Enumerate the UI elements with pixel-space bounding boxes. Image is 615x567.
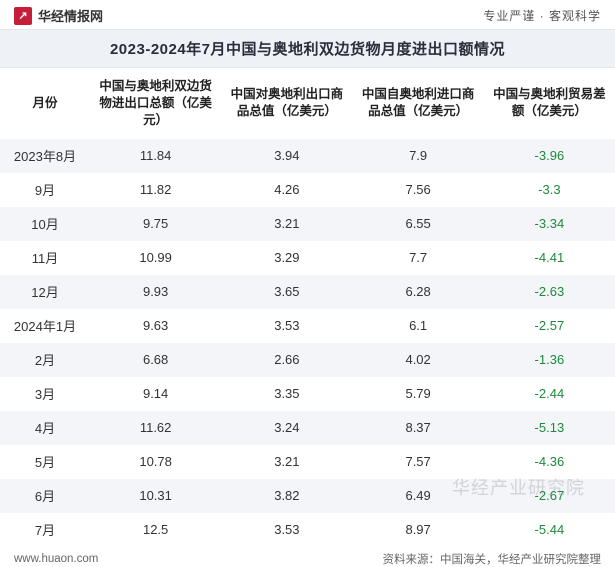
- table-body: 2023年8月11.843.947.9-3.969月11.824.267.56-…: [0, 139, 615, 547]
- cell-balance: -1.36: [484, 343, 615, 377]
- site-tagline: 专业严谨 · 客观科学: [483, 7, 601, 24]
- cell-balance: -2.63: [484, 275, 615, 309]
- cell-import: 6.1: [353, 309, 484, 343]
- cell-export: 3.29: [221, 241, 352, 275]
- cell-balance: -3.3: [484, 173, 615, 207]
- cell-import: 8.97: [353, 513, 484, 547]
- cell-total: 11.82: [90, 173, 221, 207]
- cell-month: 7月: [0, 513, 90, 547]
- cell-import: 6.55: [353, 207, 484, 241]
- site-name: 华经情报网: [38, 6, 103, 25]
- site-header: ↗ 华经情报网 专业严谨 · 客观科学: [0, 0, 615, 29]
- cell-export: 3.82: [221, 479, 352, 513]
- page-title: 2023-2024年7月中国与奥地利双边货物月度进出口额情况: [0, 29, 615, 68]
- data-table: 月份 中国与奥地利双边货物进出口总额（亿美元） 中国对奥地利出口商品总值（亿美元…: [0, 68, 615, 547]
- cell-balance: -5.44: [484, 513, 615, 547]
- cell-import: 6.28: [353, 275, 484, 309]
- cell-import: 4.02: [353, 343, 484, 377]
- cell-month: 2月: [0, 343, 90, 377]
- col-export: 中国对奥地利出口商品总值（亿美元）: [221, 68, 352, 139]
- cell-balance: -2.44: [484, 377, 615, 411]
- table-row: 2月6.682.664.02-1.36: [0, 343, 615, 377]
- col-balance: 中国与奥地利贸易差额（亿美元）: [484, 68, 615, 139]
- cell-month: 2024年1月: [0, 309, 90, 343]
- table-row: 2023年8月11.843.947.9-3.96: [0, 139, 615, 173]
- cell-month: 11月: [0, 241, 90, 275]
- cell-import: 5.79: [353, 377, 484, 411]
- cell-export: 3.65: [221, 275, 352, 309]
- table-head: 月份 中国与奥地利双边货物进出口总额（亿美元） 中国对奥地利出口商品总值（亿美元…: [0, 68, 615, 139]
- footer-url: www.huaon.com: [14, 553, 98, 565]
- table-row: 7月12.53.538.97-5.44: [0, 513, 615, 547]
- footer: www.huaon.com 资料来源：中国海关，华经产业研究院整理: [0, 547, 615, 567]
- cell-total: 6.68: [90, 343, 221, 377]
- cell-balance: -2.57: [484, 309, 615, 343]
- cell-export: 2.66: [221, 343, 352, 377]
- col-import: 中国自奥地利进口商品总值（亿美元）: [353, 68, 484, 139]
- table-row: 4月11.623.248.37-5.13: [0, 411, 615, 445]
- cell-total: 10.78: [90, 445, 221, 479]
- table-row: 3月9.143.355.79-2.44: [0, 377, 615, 411]
- cell-total: 11.84: [90, 139, 221, 173]
- cell-import: 6.49: [353, 479, 484, 513]
- cell-total: 10.99: [90, 241, 221, 275]
- cell-import: 7.9: [353, 139, 484, 173]
- cell-import: 8.37: [353, 411, 484, 445]
- logo-icon: ↗: [14, 7, 32, 25]
- cell-export: 3.94: [221, 139, 352, 173]
- cell-total: 10.31: [90, 479, 221, 513]
- table-row: 6月10.313.826.49-2.67: [0, 479, 615, 513]
- cell-total: 9.14: [90, 377, 221, 411]
- cell-export: 3.53: [221, 513, 352, 547]
- cell-export: 3.21: [221, 207, 352, 241]
- cell-export: 3.35: [221, 377, 352, 411]
- col-total: 中国与奥地利双边货物进出口总额（亿美元）: [90, 68, 221, 139]
- cell-total: 9.93: [90, 275, 221, 309]
- table-row: 12月9.933.656.28-2.63: [0, 275, 615, 309]
- cell-balance: -2.67: [484, 479, 615, 513]
- table-row: 9月11.824.267.56-3.3: [0, 173, 615, 207]
- cell-balance: -3.34: [484, 207, 615, 241]
- table-row: 5月10.783.217.57-4.36: [0, 445, 615, 479]
- cell-import: 7.57: [353, 445, 484, 479]
- cell-balance: -4.41: [484, 241, 615, 275]
- col-month: 月份: [0, 68, 90, 139]
- cell-total: 9.75: [90, 207, 221, 241]
- table-row: 11月10.993.297.7-4.41: [0, 241, 615, 275]
- cell-import: 7.7: [353, 241, 484, 275]
- cell-month: 9月: [0, 173, 90, 207]
- cell-total: 9.63: [90, 309, 221, 343]
- cell-month: 3月: [0, 377, 90, 411]
- cell-balance: -3.96: [484, 139, 615, 173]
- cell-month: 12月: [0, 275, 90, 309]
- cell-total: 12.5: [90, 513, 221, 547]
- cell-balance: -5.13: [484, 411, 615, 445]
- table-row: 10月9.753.216.55-3.34: [0, 207, 615, 241]
- cell-month: 10月: [0, 207, 90, 241]
- footer-source: 资料来源：中国海关，华经产业研究院整理: [383, 551, 602, 567]
- cell-balance: -4.36: [484, 445, 615, 479]
- cell-export: 3.21: [221, 445, 352, 479]
- cell-month: 2023年8月: [0, 139, 90, 173]
- header-left: ↗ 华经情报网: [14, 6, 103, 25]
- cell-export: 3.53: [221, 309, 352, 343]
- cell-export: 4.26: [221, 173, 352, 207]
- cell-total: 11.62: [90, 411, 221, 445]
- table-row: 2024年1月9.633.536.1-2.57: [0, 309, 615, 343]
- cell-export: 3.24: [221, 411, 352, 445]
- cell-import: 7.56: [353, 173, 484, 207]
- cell-month: 6月: [0, 479, 90, 513]
- cell-month: 4月: [0, 411, 90, 445]
- cell-month: 5月: [0, 445, 90, 479]
